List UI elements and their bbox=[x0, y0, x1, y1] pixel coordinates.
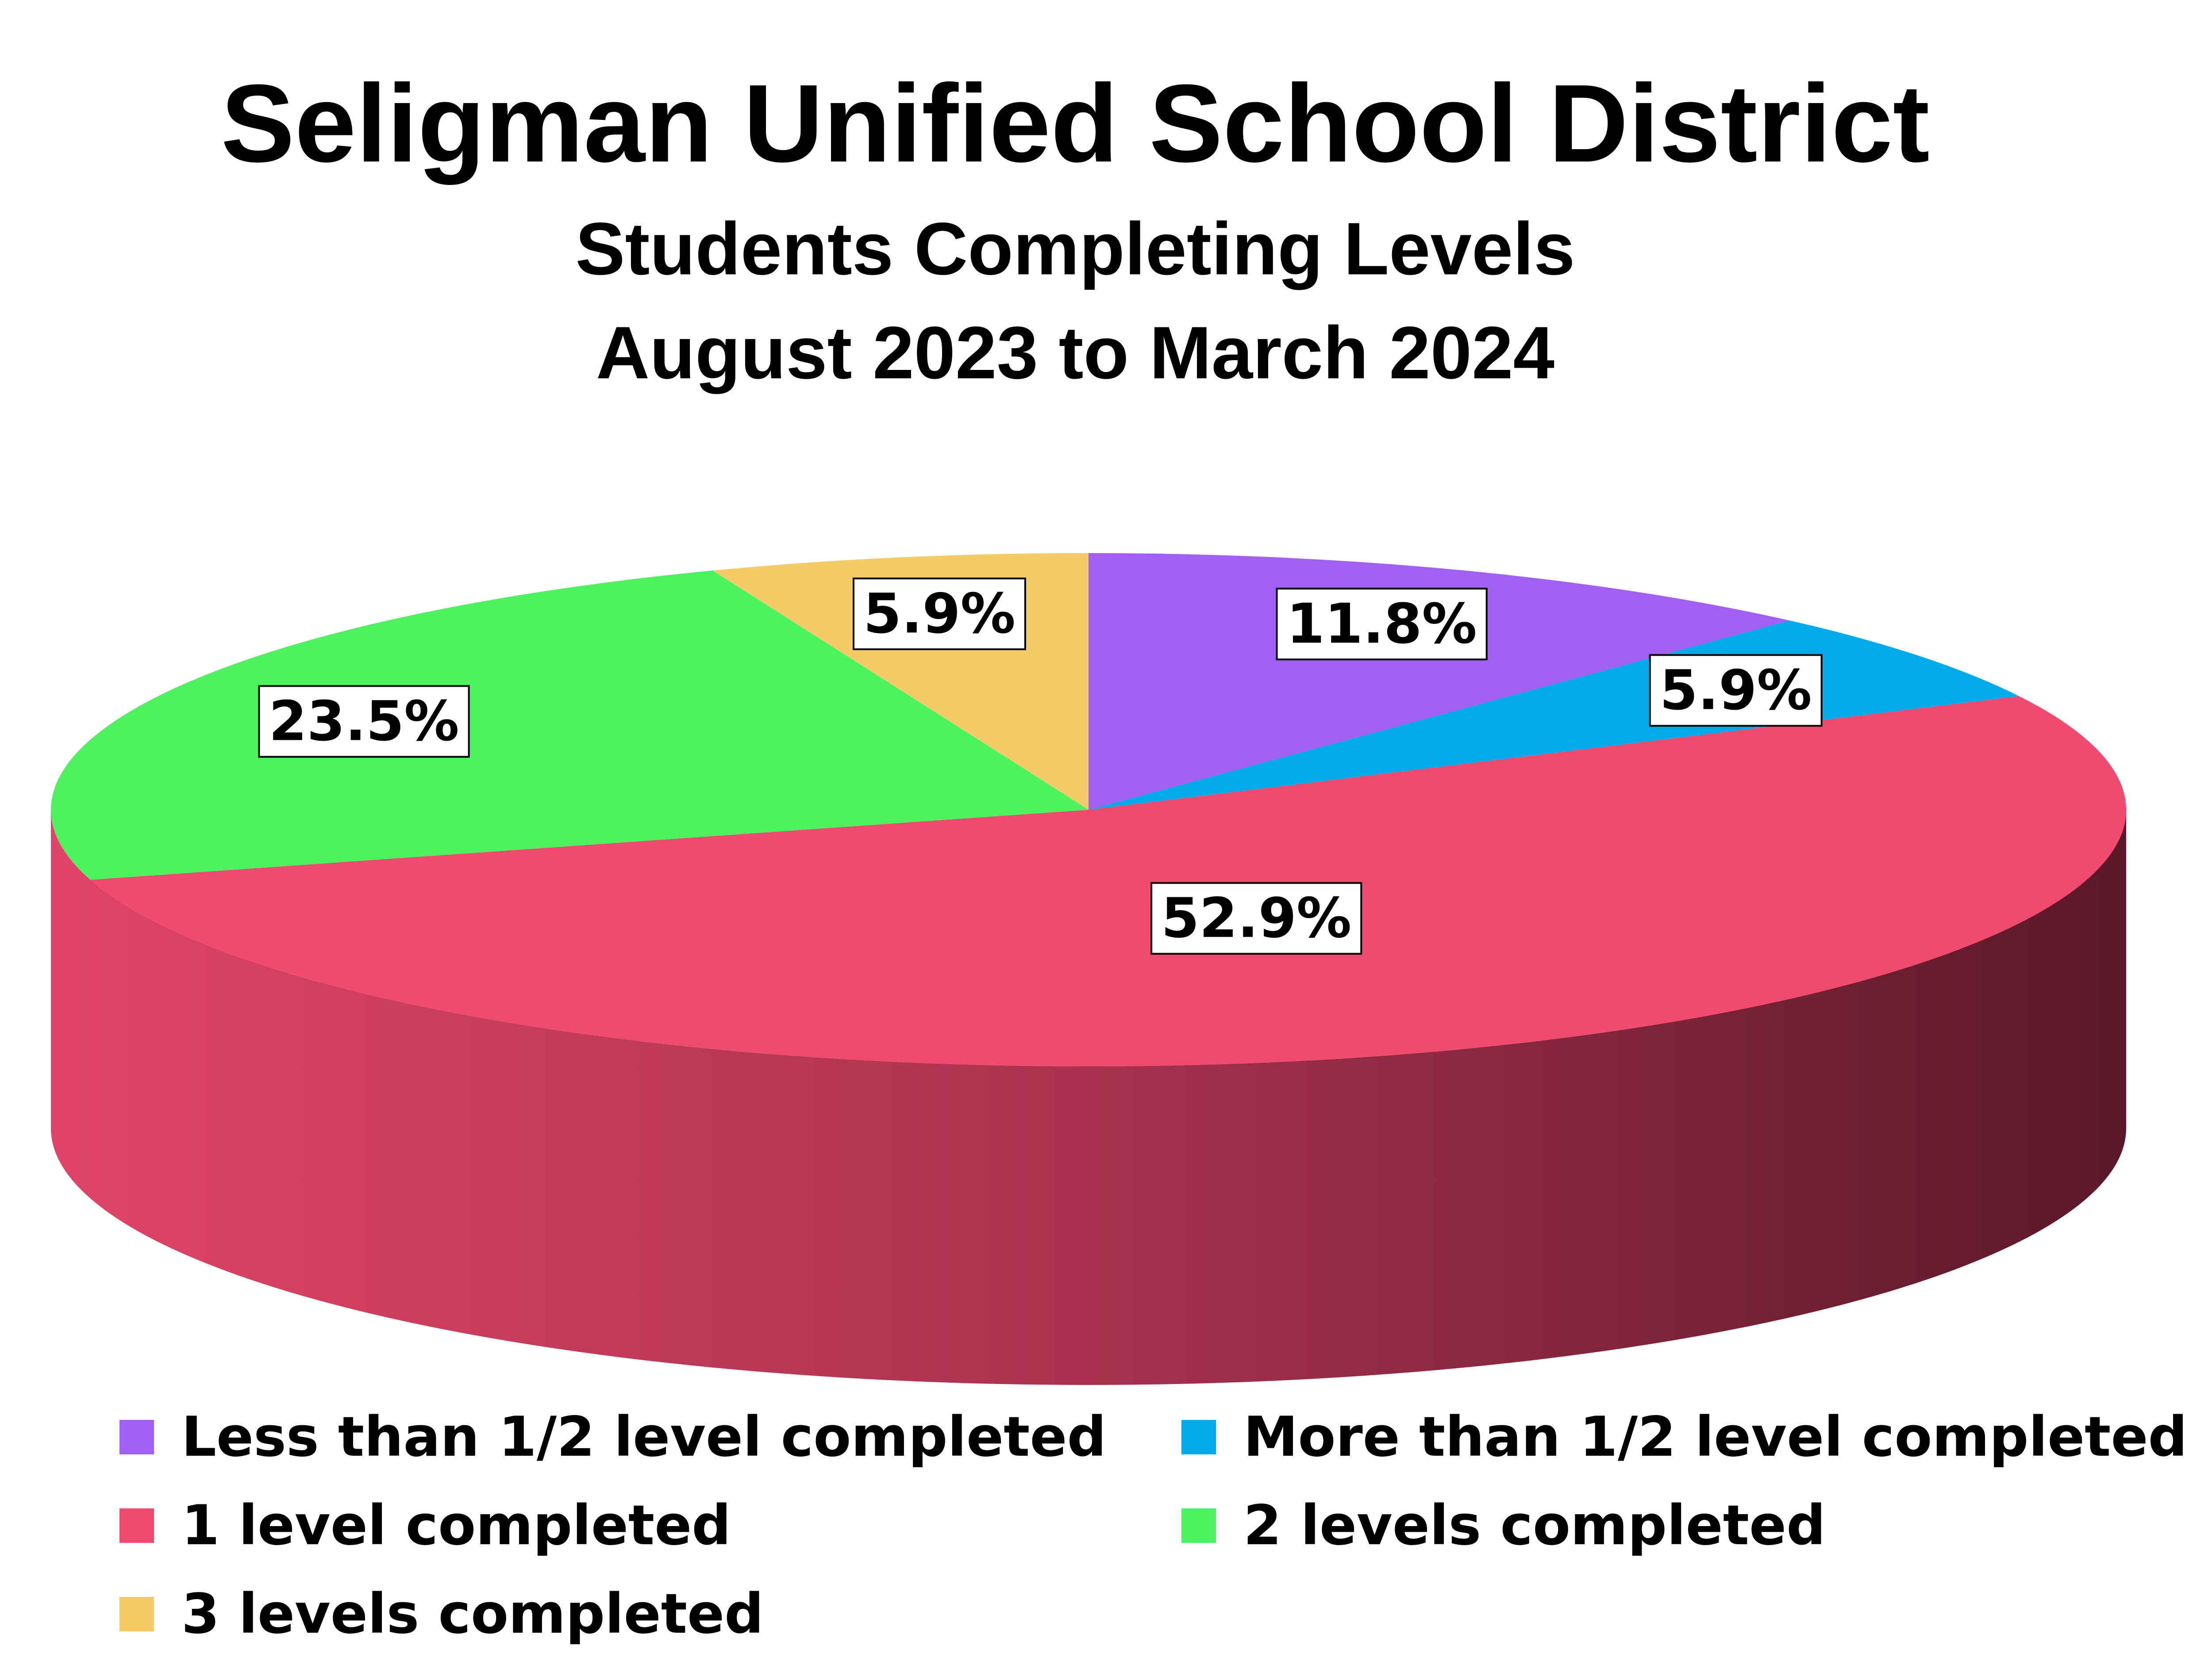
data-label-text: 11.8% bbox=[1287, 592, 1477, 656]
data-label-box bbox=[1150, 882, 1362, 955]
data-label-box bbox=[852, 577, 1026, 650]
data-label-box bbox=[1649, 654, 1823, 727]
chart-subtitle-line-2: August 2023 to March 2024 bbox=[596, 311, 1554, 394]
data-label-more-than-1-2-level-completed: 5.9% bbox=[1649, 654, 1823, 727]
pie-slice-less-than-1-2-level-completed bbox=[1089, 553, 1789, 810]
legend-label: 2 levels completed bbox=[1243, 1494, 1826, 1557]
legend-item-3-levels-completed: 3 levels completed bbox=[119, 1582, 764, 1646]
chart-title: Seligman Unified School District bbox=[221, 62, 1930, 185]
data-label-text: 5.9% bbox=[1660, 658, 1812, 722]
data-label-text: 52.9% bbox=[1161, 887, 1351, 950]
legend-item-less-than-1-2-level-completed: Less than 1/2 level completed bbox=[119, 1405, 1106, 1469]
data-label-less-than-1-2-level-completed: 11.8% bbox=[1276, 588, 1488, 661]
chart-subtitle-line-1: Students Completing Levels bbox=[576, 207, 1575, 290]
legend-label: 1 level completed bbox=[181, 1494, 731, 1557]
legend-label: 3 levels completed bbox=[181, 1582, 764, 1646]
legend-swatch bbox=[119, 1597, 154, 1631]
data-label-text: 5.9% bbox=[863, 582, 1016, 646]
legend-label: More than 1/2 level completed bbox=[1243, 1405, 2187, 1469]
pie-labels: 11.8% 5.9% 52.9% 23.5% 5.9% bbox=[258, 577, 1823, 955]
legend-swatch bbox=[1181, 1508, 1216, 1543]
legend-item-more-than-1-2-level-completed: More than 1/2 level completed bbox=[1181, 1405, 2187, 1469]
legend-swatch bbox=[1181, 1420, 1216, 1454]
data-label-1-level-completed: 52.9% bbox=[1150, 882, 1362, 955]
data-label-box bbox=[258, 685, 470, 758]
legend-item-2-levels-completed: 2 levels completed bbox=[1181, 1494, 1826, 1557]
legend-swatch bbox=[119, 1420, 154, 1454]
legend: Less than 1/2 level completed More than 1… bbox=[119, 1405, 2187, 1646]
pie-slice-2-levels-completed bbox=[51, 570, 1089, 880]
legend-swatch bbox=[119, 1508, 154, 1543]
data-label-3-levels-completed: 5.9% bbox=[852, 577, 1026, 650]
data-label-box bbox=[1276, 588, 1488, 661]
pie-slices bbox=[51, 553, 2127, 1066]
pie-slice-1-level-completed bbox=[90, 696, 2127, 1066]
pie-side-wall bbox=[51, 810, 2126, 1385]
pie-side bbox=[51, 810, 2126, 1385]
legend-label: Less than 1/2 level completed bbox=[181, 1405, 1106, 1469]
legend-item-1-level-completed: 1 level completed bbox=[119, 1494, 731, 1557]
data-label-2-levels-completed: 23.5% bbox=[258, 685, 470, 758]
data-label-text: 23.5% bbox=[269, 689, 459, 753]
